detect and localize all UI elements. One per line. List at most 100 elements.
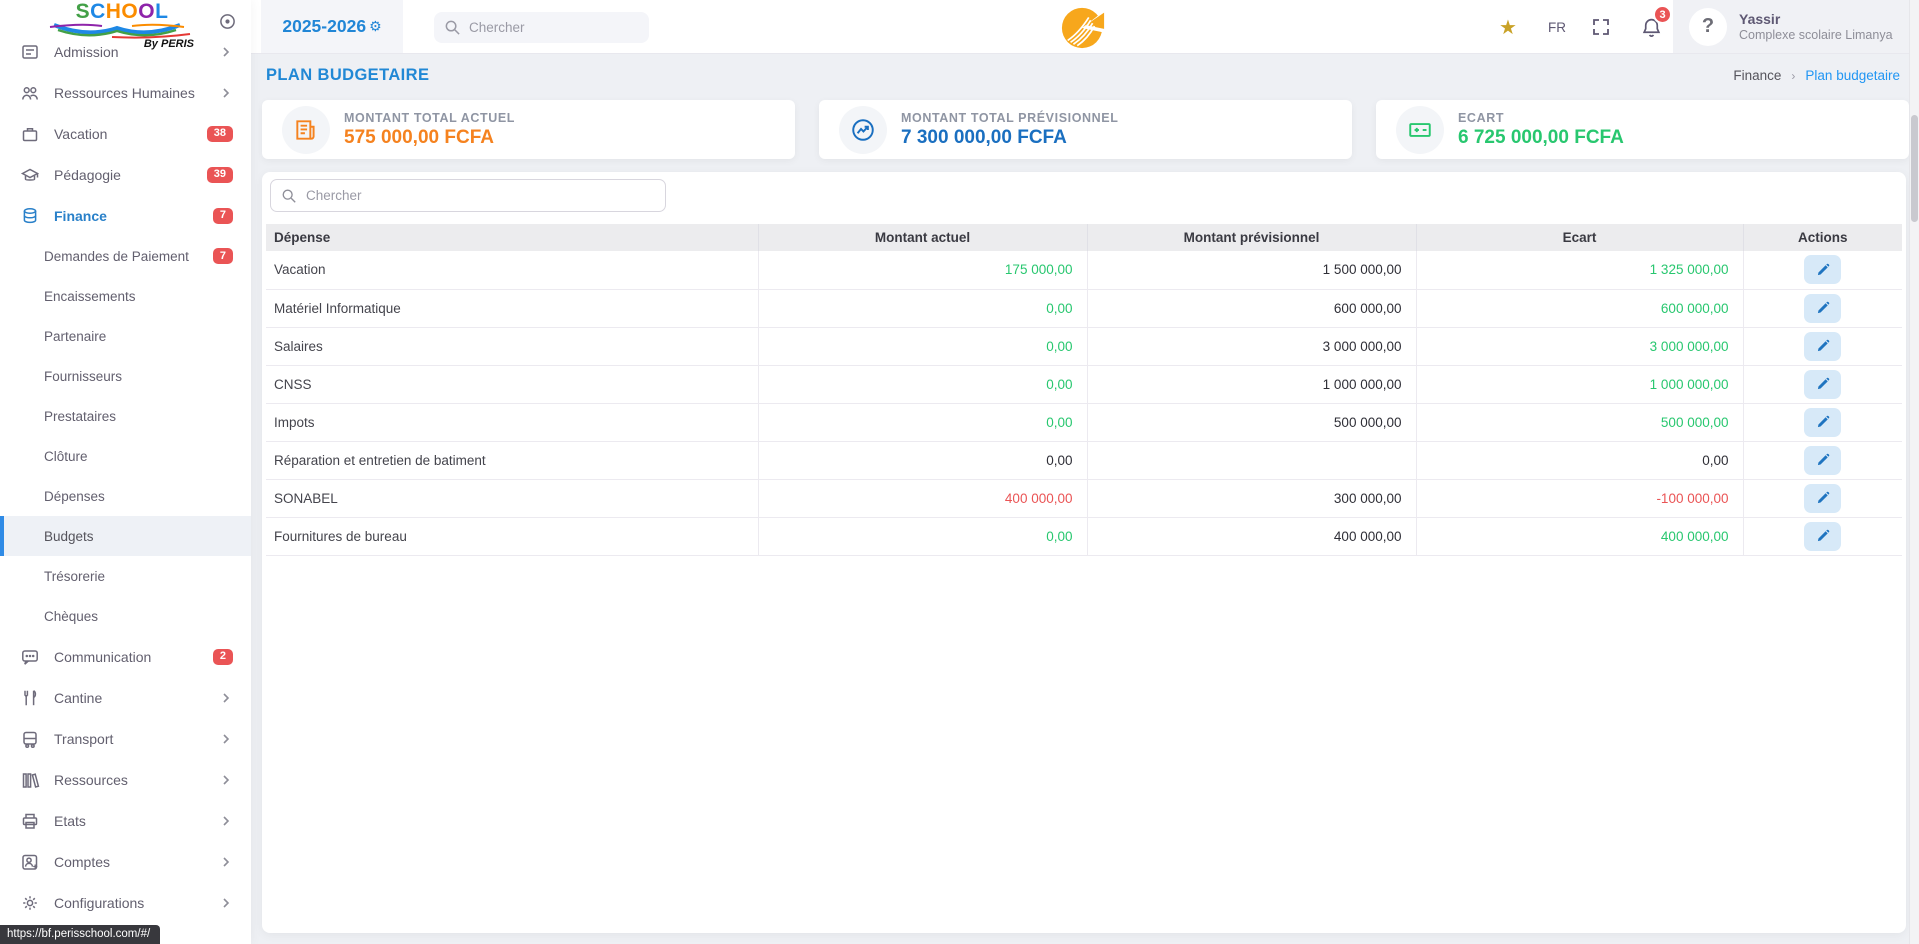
sidebar-item-comptes[interactable]: Comptes <box>0 841 251 882</box>
sidebar-item-ressources[interactable]: Ressources <box>0 759 251 800</box>
sidebar-collapse-toggle-icon[interactable] <box>219 12 237 30</box>
table-row: Matériel Informatique 0,00 600 000,00 600 0… <box>266 289 1902 328</box>
card-ecart: ECART 6 725 000,00 FCFA <box>1376 100 1909 159</box>
actions-cell <box>1742 403 1902 442</box>
montant-previsionnel-cell: 500 000,00 <box>1086 403 1416 442</box>
column-header-montant-previsionnel: Montant prévisionnel <box>1086 224 1416 251</box>
pencil-icon <box>1816 339 1830 353</box>
notification-count-badge[interactable]: 3 <box>1653 5 1672 24</box>
actions-cell <box>1742 441 1902 480</box>
sidebar-subitem-label: Clôture <box>44 448 88 464</box>
sidebar-item-label: Etats <box>54 812 86 829</box>
pencil-icon <box>1816 491 1830 505</box>
topbar: 2025-2026 ⚙ ★ FR 3 ? Yassir <box>251 0 1919 54</box>
sidebar-item-label: Ressources <box>54 771 128 788</box>
sidebar-item-label: Pédagogie <box>54 166 121 183</box>
sidebar-subitem-depenses[interactable]: Dépenses <box>0 476 251 516</box>
count-badge: 39 <box>206 166 233 183</box>
sidebar-subitem-label: Chèques <box>44 608 99 624</box>
breadcrumb-plan-budgetaire[interactable]: Plan budgetaire <box>1805 68 1900 83</box>
school-year-selector[interactable]: 2025-2026 ⚙ <box>261 0 403 53</box>
user-plus-icon <box>20 852 41 872</box>
sidebar-item-vacation[interactable]: Vacation 38 <box>0 113 251 154</box>
edit-button[interactable] <box>1804 483 1842 513</box>
edit-button[interactable] <box>1804 293 1842 323</box>
sidebar-item-finance[interactable]: Finance 7 <box>0 195 251 236</box>
montant-actuel-cell: 175 000,00 <box>757 251 1087 290</box>
fullscreen-icon[interactable] <box>1591 0 1611 54</box>
montant-actuel-cell: 0,00 <box>757 403 1087 442</box>
montant-previsionnel-cell: 1 000 000,00 <box>1086 365 1416 404</box>
search-icon <box>444 19 461 36</box>
trend-icon <box>839 105 887 154</box>
favorites-star-icon[interactable]: ★ <box>1499 16 1517 39</box>
sidebar-subitem-fournisseurs[interactable]: Fournisseurs <box>0 356 251 396</box>
sidebar-item-etats[interactable]: Etats <box>0 800 251 841</box>
table-row: Salaires 0,00 3 000 000,00 3 000 000,00 <box>266 327 1902 366</box>
edit-button[interactable] <box>1804 255 1842 285</box>
user-menu[interactable]: ? Yassir Complexe scolaire Limanya <box>1673 0 1919 53</box>
school-year-label: 2025-2026 <box>282 16 367 36</box>
sidebar-subitem-budgets[interactable]: Budgets <box>0 516 251 556</box>
language-selector[interactable]: FR <box>1548 19 1566 35</box>
chevron-right-icon <box>219 773 233 787</box>
table-row: SONABEL 400 000,00 300 000,00 -100 000,00 <box>266 479 1902 518</box>
sidebar-subitem-encaissements[interactable]: Encaissements <box>0 276 251 316</box>
school-emblem-icon <box>1060 4 1106 50</box>
montant-previsionnel-cell: 600 000,00 <box>1086 289 1416 328</box>
coins-icon <box>20 206 41 226</box>
sidebar-item-transport[interactable]: Transport <box>0 718 251 759</box>
card-value: 575 000,00 FCFA <box>344 127 494 148</box>
message-icon <box>20 647 41 667</box>
sidebar-subitem-cheques[interactable]: Chèques <box>0 596 251 636</box>
table-row: CNSS 0,00 1 000 000,00 1 000 000,00 <box>266 365 1902 404</box>
link-preview-statusbar: https://bf.perisschool.com/#/ <box>0 925 161 944</box>
bus-icon <box>20 729 41 749</box>
sidebar-subitem-partenaire[interactable]: Partenaire <box>0 316 251 356</box>
breadcrumb-finance[interactable]: Finance <box>1733 68 1782 83</box>
gear-icon <box>20 893 41 913</box>
edit-button[interactable] <box>1804 407 1842 437</box>
scrollbar-thumb[interactable] <box>1911 115 1918 222</box>
ecart-cell: 1 000 000,00 <box>1415 365 1743 404</box>
ecart-cell: 0,00 <box>1415 441 1743 480</box>
edit-button[interactable] <box>1804 445 1842 475</box>
montant-previsionnel-cell: 400 000,00 <box>1086 517 1416 556</box>
sidebar-item-cantine[interactable]: Cantine <box>0 677 251 718</box>
sidebar-item-pedagogie[interactable]: Pédagogie 39 <box>0 154 251 195</box>
sidebar-item-admission[interactable]: Admission <box>0 31 251 72</box>
plus-minus-icon <box>1396 105 1444 154</box>
card-value: 6 725 000,00 FCFA <box>1458 127 1624 148</box>
sidebar-subitem-tresorerie[interactable]: Trésorerie <box>0 556 251 596</box>
table-search-input[interactable] <box>306 188 636 203</box>
edit-button[interactable] <box>1804 331 1842 361</box>
montant-actuel-cell: 400 000,00 <box>757 479 1087 518</box>
sidebar-item-communication[interactable]: Communication 2 <box>0 636 251 677</box>
edit-button[interactable] <box>1804 521 1842 551</box>
sidebar-subitem-label: Budgets <box>44 528 94 544</box>
montant-actuel-cell: 0,00 <box>757 441 1087 480</box>
global-search-input[interactable] <box>469 20 629 35</box>
sidebar-menu: Admission Ressources Humaines Vacation 38 Pé… <box>0 31 251 923</box>
sidebar-subitem-cloture[interactable]: Clôture <box>0 436 251 476</box>
page-title: PLAN BUDGETAIRE <box>266 66 430 84</box>
sidebar-item-configurations[interactable]: Configurations <box>0 882 251 923</box>
column-header-ecart: Ecart <box>1415 224 1743 251</box>
montant-actuel-cell: 0,00 <box>757 327 1087 366</box>
breadcrumb-separator-icon: › <box>1791 68 1796 83</box>
edit-button[interactable] <box>1804 369 1842 399</box>
column-header-depense: Dépense <box>266 224 758 251</box>
expense-name-cell: Fournitures de bureau <box>266 517 758 556</box>
sidebar-subitem-prestataires[interactable]: Prestataires <box>0 396 251 436</box>
sidebar-item-ressources-humaines[interactable]: Ressources Humaines <box>0 72 251 113</box>
ecart-cell: 600 000,00 <box>1415 289 1743 328</box>
sidebar-subitem-label: Encaissements <box>44 288 136 304</box>
sidebar-subitem-demandes-de-paiement[interactable]: Demandes de Paiement 7 <box>0 236 251 276</box>
card-label: MONTANT TOTAL ACTUEL <box>344 111 516 125</box>
search-icon <box>281 188 297 204</box>
sidebar-item-label: Ressources Humaines <box>54 84 195 101</box>
actions-cell <box>1742 289 1902 328</box>
pencil-icon <box>1816 415 1830 429</box>
page-scrollbar[interactable] <box>1909 0 1919 944</box>
